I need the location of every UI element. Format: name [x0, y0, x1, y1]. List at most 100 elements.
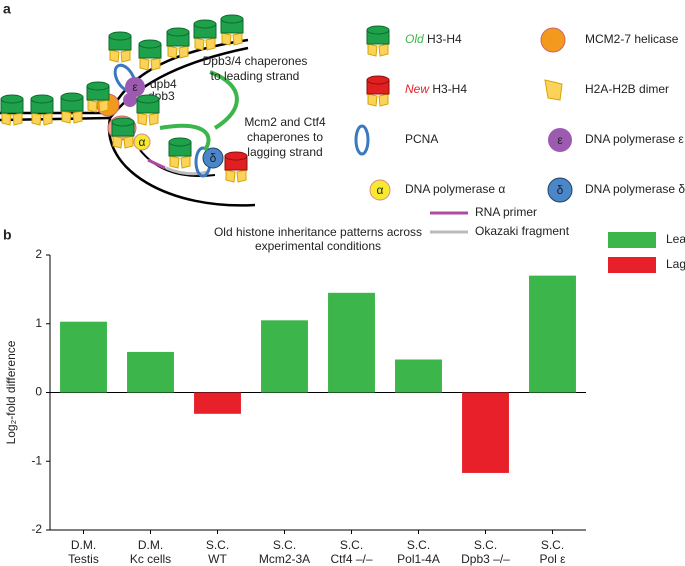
dimer: [12, 112, 23, 126]
label: dpb4: [150, 77, 177, 91]
dimer: [123, 135, 134, 149]
legend-label: Old H3-H4: [405, 32, 462, 46]
okazaki: [165, 166, 209, 176]
x-tick-label: Testis: [68, 552, 99, 566]
x-tick-label: Mcm2-3A: [259, 552, 310, 566]
x-tick-label: Dpb3 –/–: [461, 552, 510, 566]
note: chaperones to: [247, 130, 323, 144]
note: Mcm2 and Ctf4: [244, 115, 326, 129]
panel-label: a: [3, 1, 11, 17]
legend-swatch: [608, 232, 656, 248]
x-tick-label: S.C.: [273, 538, 296, 552]
chart-title: Old histone inheritance patterns across: [214, 225, 422, 239]
legend-swatch: [608, 257, 656, 273]
panel-label: b: [3, 227, 12, 243]
legend-label: PCNA: [405, 132, 438, 146]
note: to leading strand: [211, 69, 300, 83]
x-tick-label: S.C.: [407, 538, 430, 552]
dpb: [123, 93, 137, 107]
x-tick-label: WT: [208, 552, 227, 566]
legend-emph: New: [405, 82, 430, 96]
histone-top: [111, 117, 135, 127]
bar: [194, 392, 241, 414]
dimer: [378, 43, 389, 57]
dna: [107, 117, 256, 207]
histone-top: [86, 81, 110, 91]
dimer-icon: [544, 79, 563, 101]
label: α: [139, 135, 146, 149]
dimer: [112, 135, 123, 149]
diagram: ε dpb4 dpb3 ctf4 α δ Dpb3/4 chaperones t…: [0, 14, 685, 238]
histone-top: [168, 137, 192, 147]
dimer: [98, 99, 109, 113]
histone-top: [0, 94, 24, 104]
histone-top: [193, 19, 217, 29]
histone-top: [136, 94, 160, 104]
dimer: [87, 99, 98, 113]
legend-text: H3-H4: [429, 82, 467, 96]
dimer: [178, 45, 189, 59]
histone-top: [138, 39, 162, 49]
legend-symbol: α: [377, 183, 384, 197]
dimer: [221, 32, 232, 46]
dimer: [180, 155, 191, 169]
chart-title: experimental conditions: [255, 239, 381, 253]
dimer: [225, 169, 236, 183]
dna: [139, 149, 216, 177]
dimer: [61, 110, 72, 124]
dimer: [1, 112, 12, 126]
dna: [109, 46, 249, 119]
dimer: [205, 37, 216, 51]
pol-epsilon-icon: [548, 128, 572, 152]
dimer: [148, 112, 159, 126]
dimer: [169, 155, 180, 169]
x-tick-label: Kc cells: [130, 552, 171, 566]
legend-label: New H3-H4: [405, 82, 467, 96]
x-tick-label: Pol ε: [539, 552, 566, 566]
label: δ: [210, 151, 217, 165]
x-tick-label: D.M.: [71, 538, 96, 552]
legend-text: H3-H4: [424, 32, 462, 46]
arrow: [209, 70, 239, 130]
y-tick-label: 1: [35, 316, 42, 330]
dimer: [194, 37, 205, 51]
histone-top: [60, 92, 84, 102]
x-tick-label: Pol1-4A: [397, 552, 440, 566]
pol-alpha-icon: [369, 179, 391, 201]
helicase-icon: [540, 27, 566, 53]
dimer: [137, 112, 148, 126]
legend-label: RNA primer: [475, 205, 537, 219]
x-tick-label: Ctf4 –/–: [330, 552, 372, 566]
histone-top: [108, 31, 132, 41]
dimer: [236, 169, 247, 183]
pol-delta-icon: [547, 177, 573, 203]
legend-label: DNA polymerase ε: [585, 132, 684, 146]
dimer: [167, 45, 178, 59]
x-tick-label: S.C.: [541, 538, 564, 552]
pcna-icon: [354, 124, 370, 156]
y-tick-label: -1: [31, 453, 42, 467]
legend-symbol: δ: [557, 183, 564, 197]
label: ε: [132, 80, 138, 94]
x-tick-label: S.C.: [340, 538, 363, 552]
arrow: [159, 123, 211, 152]
dimer: [232, 32, 243, 46]
y-axis-label: Log₂-fold difference: [4, 340, 18, 444]
histone-top: [366, 25, 390, 35]
bar: [261, 320, 308, 393]
bar: [529, 275, 576, 393]
histone-top: [220, 14, 244, 24]
x-tick-label: S.C.: [206, 538, 229, 552]
bar: [60, 321, 107, 393]
dimer: [42, 112, 53, 126]
legend-label: H2A-H2B dimer: [585, 82, 669, 96]
bar: [328, 292, 375, 393]
bar: [462, 392, 509, 473]
dimer: [120, 49, 131, 63]
dimer: [367, 93, 378, 107]
dimer: [367, 43, 378, 57]
dimer: [378, 93, 389, 107]
note: Dpb3/4 chaperones: [203, 54, 308, 68]
bar: [127, 351, 174, 393]
